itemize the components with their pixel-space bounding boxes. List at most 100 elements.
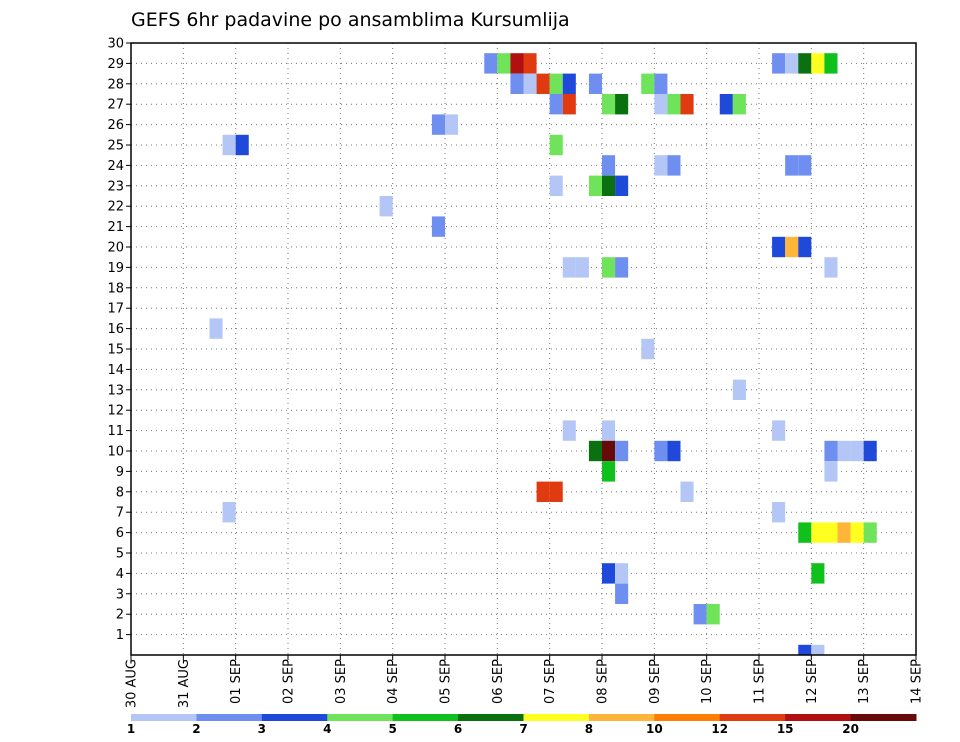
precip-cell xyxy=(431,216,445,237)
y-tick-label: 21 xyxy=(107,220,124,235)
precip-cell xyxy=(615,175,629,196)
precip-cell xyxy=(654,155,668,176)
y-tick-label: 17 xyxy=(107,302,124,317)
colorbar-swatch xyxy=(458,714,524,721)
colorbar-swatch xyxy=(850,714,917,721)
precip-cell xyxy=(811,644,825,655)
colorbar-swatch xyxy=(785,714,852,721)
colorbar-swatch xyxy=(523,714,590,721)
precip-cell xyxy=(811,563,825,584)
y-tick-label: 15 xyxy=(107,343,124,358)
precip-cell xyxy=(772,236,786,258)
y-tick-label: 26 xyxy=(107,118,124,133)
precip-cell xyxy=(824,461,838,482)
colorbar-label: 1 xyxy=(127,722,135,736)
precip-cell xyxy=(536,73,550,94)
precip-cell xyxy=(562,73,576,94)
x-tick-label: 02 SEP xyxy=(282,659,297,704)
colorbar-label: 2 xyxy=(192,722,200,736)
precip-cell xyxy=(615,583,629,604)
precip-cell xyxy=(562,420,576,441)
colorbar-swatch xyxy=(131,714,197,721)
precip-cell xyxy=(641,73,655,94)
precip-cell xyxy=(667,440,681,462)
precip-cell xyxy=(235,134,249,156)
y-tick-label: 18 xyxy=(107,281,124,296)
colorbar-label: 10 xyxy=(646,722,663,736)
precip-cell xyxy=(785,236,799,258)
x-tick-label: 30 AUG xyxy=(125,659,140,708)
precip-cell xyxy=(602,440,616,462)
precip-cell xyxy=(209,318,223,339)
x-axis: 30 AUG 31 AUG 01 SEP 02 SEP 03 SEP 04 SEP 05 S… xyxy=(125,655,925,708)
precip-cell xyxy=(549,481,563,502)
precip-cell xyxy=(863,440,877,462)
y-tick-label: 22 xyxy=(107,200,124,215)
x-tick-label: 31 AUG xyxy=(177,659,192,708)
colorbar-swatch xyxy=(392,714,459,721)
precip-cell xyxy=(798,522,812,543)
x-tick-label: 06 SEP xyxy=(491,659,506,704)
precip-cell xyxy=(588,175,602,196)
precip-cell xyxy=(667,94,681,115)
precip-cell xyxy=(693,604,707,625)
precip-cell xyxy=(549,134,563,156)
precip-cell xyxy=(602,94,616,115)
colorbar-label: 15 xyxy=(777,722,794,736)
x-tick-label: 13 SEP xyxy=(857,659,872,704)
colorbar-swatch xyxy=(719,714,786,721)
precip-cell xyxy=(536,481,550,502)
precip-cell xyxy=(549,94,563,115)
y-tick-label: 27 xyxy=(107,98,124,113)
precip-cell xyxy=(811,522,825,543)
x-tick-label: 10 SEP xyxy=(700,659,715,704)
precip-cell xyxy=(837,440,851,462)
colorbar-label: 3 xyxy=(258,722,266,736)
precip-cell xyxy=(798,155,812,176)
precip-cell xyxy=(523,53,537,74)
precip-cell xyxy=(798,644,812,655)
precip-cell xyxy=(523,73,537,94)
precip-cell xyxy=(772,53,786,74)
y-tick-label: 24 xyxy=(107,159,124,174)
precip-cell xyxy=(811,53,825,74)
precipitation-cells xyxy=(209,53,877,655)
x-tick-label: 12 SEP xyxy=(805,659,820,704)
chart-title: GEFS 6hr padavine po ansamblima Kursumli… xyxy=(131,9,570,31)
x-tick-label: 04 SEP xyxy=(386,659,401,704)
precip-cell xyxy=(824,257,838,278)
precip-cell xyxy=(824,53,838,74)
colorbar-label: 4 xyxy=(323,722,331,736)
precip-cell xyxy=(863,522,877,543)
precip-cell xyxy=(588,73,602,94)
precip-cell xyxy=(562,94,576,115)
x-tick-label: 05 SEP xyxy=(439,659,454,704)
colorbar-swatch xyxy=(261,714,328,721)
x-tick-label: 08 SEP xyxy=(596,659,611,704)
y-tick-label: 2 xyxy=(116,608,124,623)
y-tick-label: 14 xyxy=(107,363,124,378)
precip-cell xyxy=(837,522,851,543)
precip-cell xyxy=(850,440,864,462)
y-tick-label: 6 xyxy=(116,526,124,541)
colorbar-label: 5 xyxy=(388,722,396,736)
y-tick-label: 5 xyxy=(116,547,124,562)
precip-cell xyxy=(602,563,616,584)
precip-cell xyxy=(562,257,576,278)
precip-cell xyxy=(615,440,629,462)
precip-cell xyxy=(510,53,524,74)
precip-cell xyxy=(445,114,459,135)
x-tick-label: 09 SEP xyxy=(648,659,663,704)
precip-cell xyxy=(615,94,629,115)
colorbar-swatch xyxy=(654,714,721,721)
precip-cell xyxy=(850,522,864,543)
precip-cell xyxy=(732,94,746,115)
precip-cell xyxy=(602,175,616,196)
x-tick-label: 11 SEP xyxy=(753,659,768,704)
precip-cell xyxy=(654,440,668,462)
precip-cell xyxy=(615,257,629,278)
y-tick-label: 13 xyxy=(107,383,124,398)
colorbar-swatch xyxy=(327,714,394,721)
y-tick-label: 11 xyxy=(107,424,124,439)
